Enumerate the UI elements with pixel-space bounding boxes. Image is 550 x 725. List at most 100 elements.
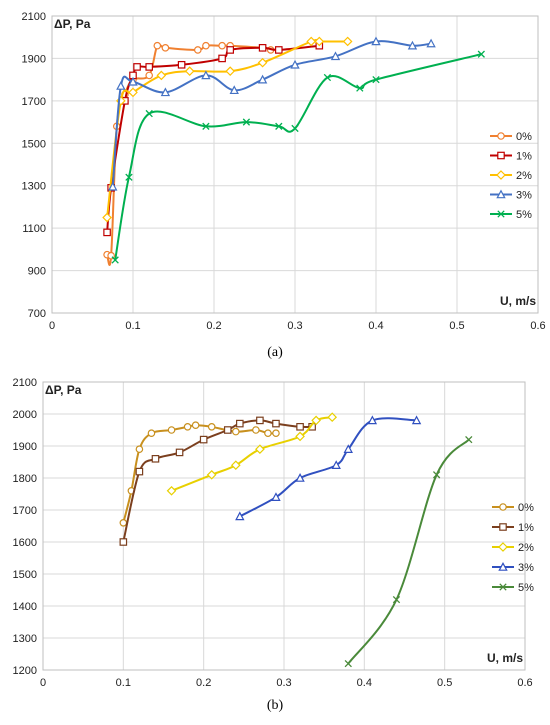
chart-a-svg: 700 900 1100 1300 1500 1700 1900 2100 0 0.1 0.2 0.3… <box>22 11 546 332</box>
data-point <box>145 63 154 71</box>
data-point <box>256 416 264 425</box>
data-point <box>206 469 217 480</box>
legend-marker <box>497 151 505 160</box>
data-point <box>344 659 352 668</box>
x-tick-label: 0.3 <box>276 677 291 689</box>
legend-label: 3% <box>516 190 532 202</box>
series-b-4 <box>344 435 473 668</box>
data-point <box>275 46 283 54</box>
y-axis-label: ΔP, Pa <box>45 383 82 397</box>
data-point <box>392 595 401 604</box>
x-tick-label: 0.3 <box>287 320 302 332</box>
legend-label: 5% <box>516 209 532 221</box>
data-point <box>306 36 317 47</box>
data-point <box>432 471 441 479</box>
legend: 0% 1% 2% 3% 5% <box>490 131 532 221</box>
legend-label: 3% <box>518 562 534 574</box>
data-point <box>135 445 144 454</box>
y-tick-label: 1900 <box>22 53 46 65</box>
series-b-3 <box>235 415 422 521</box>
caption-b: (b) <box>266 698 284 713</box>
y-tick-label: 1300 <box>22 181 46 193</box>
legend-item: 3% <box>492 562 534 574</box>
legend-item: 2% <box>492 542 534 554</box>
x-tick-label: 0.1 <box>116 677 131 689</box>
data-point <box>371 36 381 46</box>
data-point <box>257 74 268 84</box>
data-point <box>202 122 210 130</box>
data-point <box>199 435 208 444</box>
y-tick-label: 2100 <box>22 11 46 23</box>
data-point <box>343 444 353 454</box>
data-point <box>314 36 325 47</box>
data-point <box>145 71 154 80</box>
legend-item: 5% <box>490 209 532 221</box>
legend-item: 5% <box>492 582 534 594</box>
series-line <box>106 44 320 233</box>
legend-marker <box>499 583 507 591</box>
y-tick-label: 2000 <box>13 409 37 421</box>
legend-marker <box>496 189 506 199</box>
data-point <box>230 460 241 471</box>
plot-frame <box>51 15 539 314</box>
legend-label: 1% <box>516 151 532 163</box>
x-axis-label: U, m/s <box>487 651 523 665</box>
legend-label: 0% <box>518 502 534 514</box>
y-tick-label: 1400 <box>13 601 37 613</box>
data-point <box>183 423 192 431</box>
data-point <box>223 426 232 434</box>
data-point <box>327 412 338 423</box>
chart-panel-b: 1200 1300 1400 1500 1600 1700 1800 1900 2000 2100… <box>0 350 550 725</box>
legend-label: 5% <box>518 582 534 594</box>
x-tick-label: 0.6 <box>530 320 545 332</box>
data-point <box>411 415 422 425</box>
y-tick-label: 1100 <box>22 223 46 235</box>
series-line <box>347 438 470 665</box>
data-point <box>330 51 341 61</box>
data-point <box>264 429 272 438</box>
x-tick-label: 0.2 <box>196 677 211 689</box>
data-point <box>356 84 364 92</box>
legend-marker <box>496 170 506 180</box>
legend-label: 1% <box>518 522 534 534</box>
series-a-3 <box>108 36 436 191</box>
data-point <box>331 460 341 470</box>
data-point <box>236 419 244 428</box>
data-point <box>119 519 128 527</box>
data-point <box>465 435 473 444</box>
legend-label: 2% <box>516 170 532 182</box>
data-point <box>135 467 144 476</box>
data-point <box>153 41 162 50</box>
series-line <box>111 40 432 187</box>
data-point <box>275 122 283 130</box>
data-point <box>103 228 111 237</box>
y-tick-label: 700 <box>28 308 46 320</box>
data-point <box>407 40 418 50</box>
data-point <box>175 448 184 457</box>
data-point <box>272 419 280 428</box>
series-line <box>114 53 482 261</box>
legend-marker <box>497 132 505 140</box>
legend-marker <box>499 523 507 531</box>
series-a-4 <box>111 50 485 264</box>
legend-item: 0% <box>490 131 532 143</box>
data-point <box>161 44 170 52</box>
x-tick-label: 0.4 <box>357 677 372 689</box>
legend-marker <box>497 210 505 218</box>
data-point <box>258 44 267 52</box>
data-point <box>108 181 118 191</box>
x-tick-label: 0.5 <box>437 677 452 689</box>
data-point <box>255 444 265 455</box>
legend-label: 2% <box>518 542 534 554</box>
data-point <box>160 87 171 97</box>
data-point <box>184 66 195 77</box>
x-tick-label: 0.4 <box>368 320 383 332</box>
legend-item: 0% <box>492 502 534 514</box>
caption-a: (a) <box>267 345 283 360</box>
x-tick-label: 0 <box>40 677 46 689</box>
y-tick-label: 1900 <box>13 441 37 453</box>
legend-item: 2% <box>490 170 532 182</box>
legend-label: 0% <box>516 131 532 143</box>
data-point <box>242 118 251 126</box>
y-tick-label: 1700 <box>22 96 46 108</box>
